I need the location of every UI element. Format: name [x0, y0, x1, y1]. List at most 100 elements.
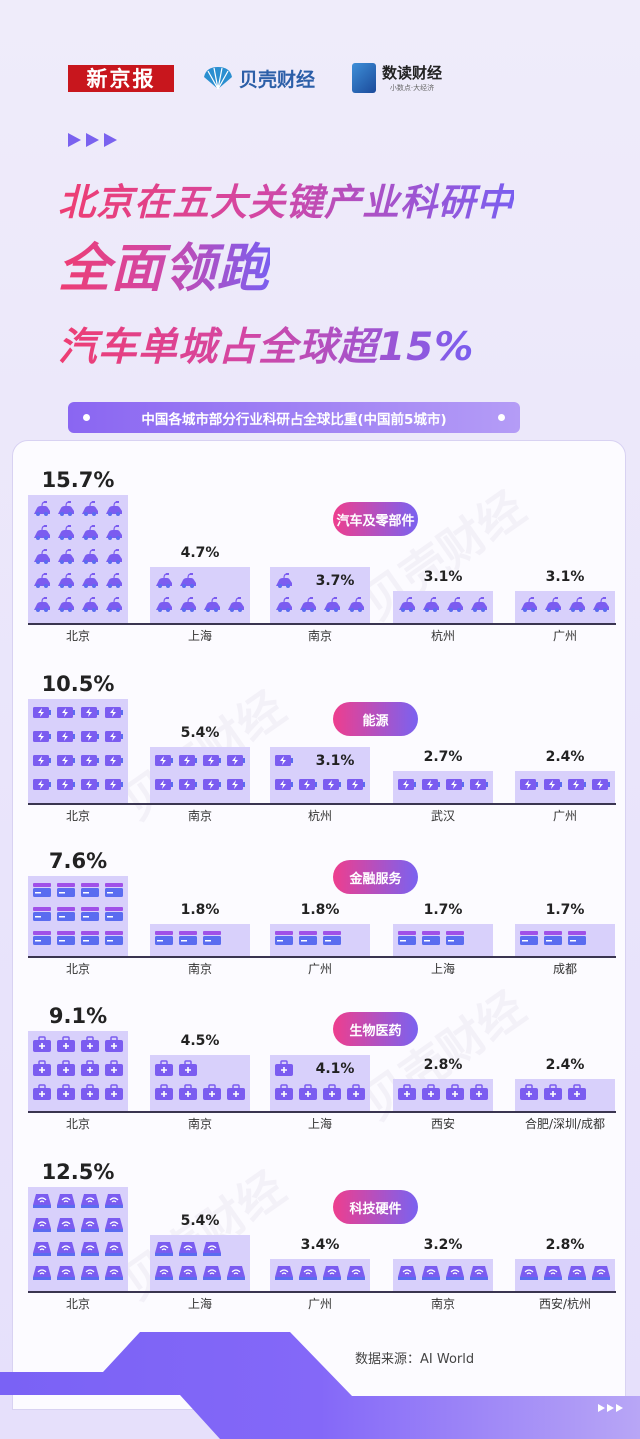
card-icon: [397, 929, 417, 946]
value-label: 3.4%: [300, 1237, 340, 1253]
data-source: 数据来源：AI World: [355, 1352, 475, 1367]
car-icon: [56, 500, 76, 517]
beike-logo: 贝壳财经: [202, 64, 315, 92]
bar: [393, 1079, 493, 1111]
car-icon: [104, 524, 124, 541]
category-pill: 汽车及零部件: [333, 502, 418, 536]
battery-icon: [32, 776, 52, 793]
car-icon: [56, 548, 76, 565]
value-label: 3.1%: [545, 569, 585, 585]
value-label: 2.4%: [545, 1057, 585, 1073]
chart-section-4: 科技硬件 12.5% 北京 5.4% 上海 3.4% 广州 3.2% 南京 2.8% 西安/杭州: [0, 1160, 640, 1360]
card-icon: [56, 905, 76, 922]
battery-icon: [80, 752, 100, 769]
car-icon: [591, 596, 611, 613]
car-icon: [298, 596, 318, 613]
value-label: 3.1%: [315, 753, 355, 769]
car-icon: [104, 596, 124, 613]
value-label: 1.8%: [300, 902, 340, 918]
car-icon: [154, 572, 174, 589]
category-pill: 科技硬件: [333, 1190, 418, 1224]
car-icon: [274, 596, 294, 613]
bar: [393, 771, 493, 803]
router-icon: [80, 1240, 100, 1257]
car-icon: [32, 596, 52, 613]
value-label: 3.7%: [315, 573, 355, 589]
city-label: 北京: [65, 629, 90, 643]
card-icon: [202, 929, 222, 946]
car-icon: [154, 596, 174, 613]
shudu-logo: 数读财经 小数点·大经济: [352, 62, 442, 93]
medkit-icon: [274, 1084, 294, 1101]
battery-icon: [298, 776, 318, 793]
value-label: 4.5%: [180, 1033, 220, 1049]
city-label: 成都: [552, 962, 577, 976]
medkit-icon: [104, 1084, 124, 1101]
bar: [150, 924, 250, 956]
city-label: 上海: [187, 1297, 212, 1311]
car-icon: [80, 596, 100, 613]
car-icon: [80, 548, 100, 565]
router-icon: [298, 1264, 318, 1281]
city-label: 上海: [187, 629, 212, 643]
chart-section-3: 生物医药 9.1% 北京 4.5% 南京 4.1% 上海 2.8% 西安 2.4% 合肥/深圳/成都: [0, 1000, 640, 1200]
medkit-icon: [56, 1036, 76, 1053]
card-icon: [80, 881, 100, 898]
car-icon: [104, 572, 124, 589]
battery-icon: [56, 728, 76, 745]
card-icon: [80, 929, 100, 946]
router-icon: [104, 1240, 124, 1257]
card-icon: [104, 905, 124, 922]
city-label: 广州: [552, 809, 577, 823]
battery-icon: [32, 728, 52, 745]
router-icon: [519, 1264, 539, 1281]
battery-icon: [567, 776, 587, 793]
router-icon: [178, 1240, 198, 1257]
car-icon: [519, 596, 539, 613]
x-axis: [28, 956, 616, 958]
medkit-icon: [154, 1060, 174, 1077]
router-icon: [202, 1264, 222, 1281]
bar: [28, 699, 128, 803]
city-label: 杭州: [430, 629, 455, 643]
city-label: 北京: [65, 809, 90, 823]
medkit-icon: [80, 1036, 100, 1053]
battery-icon: [421, 776, 441, 793]
city-label: 上海: [307, 1117, 332, 1131]
x-axis: [28, 803, 616, 805]
car-icon: [32, 572, 52, 589]
car-icon: [421, 596, 441, 613]
router-icon: [154, 1264, 174, 1281]
car-icon: [104, 548, 124, 565]
battery-icon: [56, 776, 76, 793]
car-icon: [32, 548, 52, 565]
router-icon: [104, 1192, 124, 1209]
medkit-icon: [421, 1084, 441, 1101]
medkit-icon: [274, 1060, 294, 1077]
shudu-logo-text: 数读财经: [382, 64, 443, 82]
battery-icon: [56, 704, 76, 721]
medkit-icon: [202, 1084, 222, 1101]
category-pill: 能源: [333, 702, 418, 736]
city-label: 南京: [187, 809, 212, 823]
car-icon: [80, 572, 100, 589]
battery-icon: [104, 752, 124, 769]
category-pill: 金融服务: [333, 860, 418, 894]
subtitle: 中国各城市部分行业科研占全球比重(中国前5城市): [141, 411, 447, 428]
title-line-1: 北京在五大关键产业科研中: [58, 172, 514, 226]
city-label: 武汉: [430, 809, 455, 823]
city-label: 广州: [307, 962, 332, 976]
car-icon: [80, 500, 100, 517]
car-icon: [32, 524, 52, 541]
bar: [515, 924, 615, 956]
value-label: 1.8%: [180, 902, 220, 918]
router-icon: [56, 1240, 76, 1257]
shudu-logo-mark: [352, 62, 376, 93]
medkit-icon: [56, 1084, 76, 1101]
value-label: 12.5%: [41, 1160, 115, 1184]
battery-icon: [178, 752, 198, 769]
value-label: 7.6%: [48, 849, 108, 873]
x-axis: [28, 623, 616, 625]
car-icon: [322, 596, 342, 613]
router-icon: [32, 1216, 52, 1233]
